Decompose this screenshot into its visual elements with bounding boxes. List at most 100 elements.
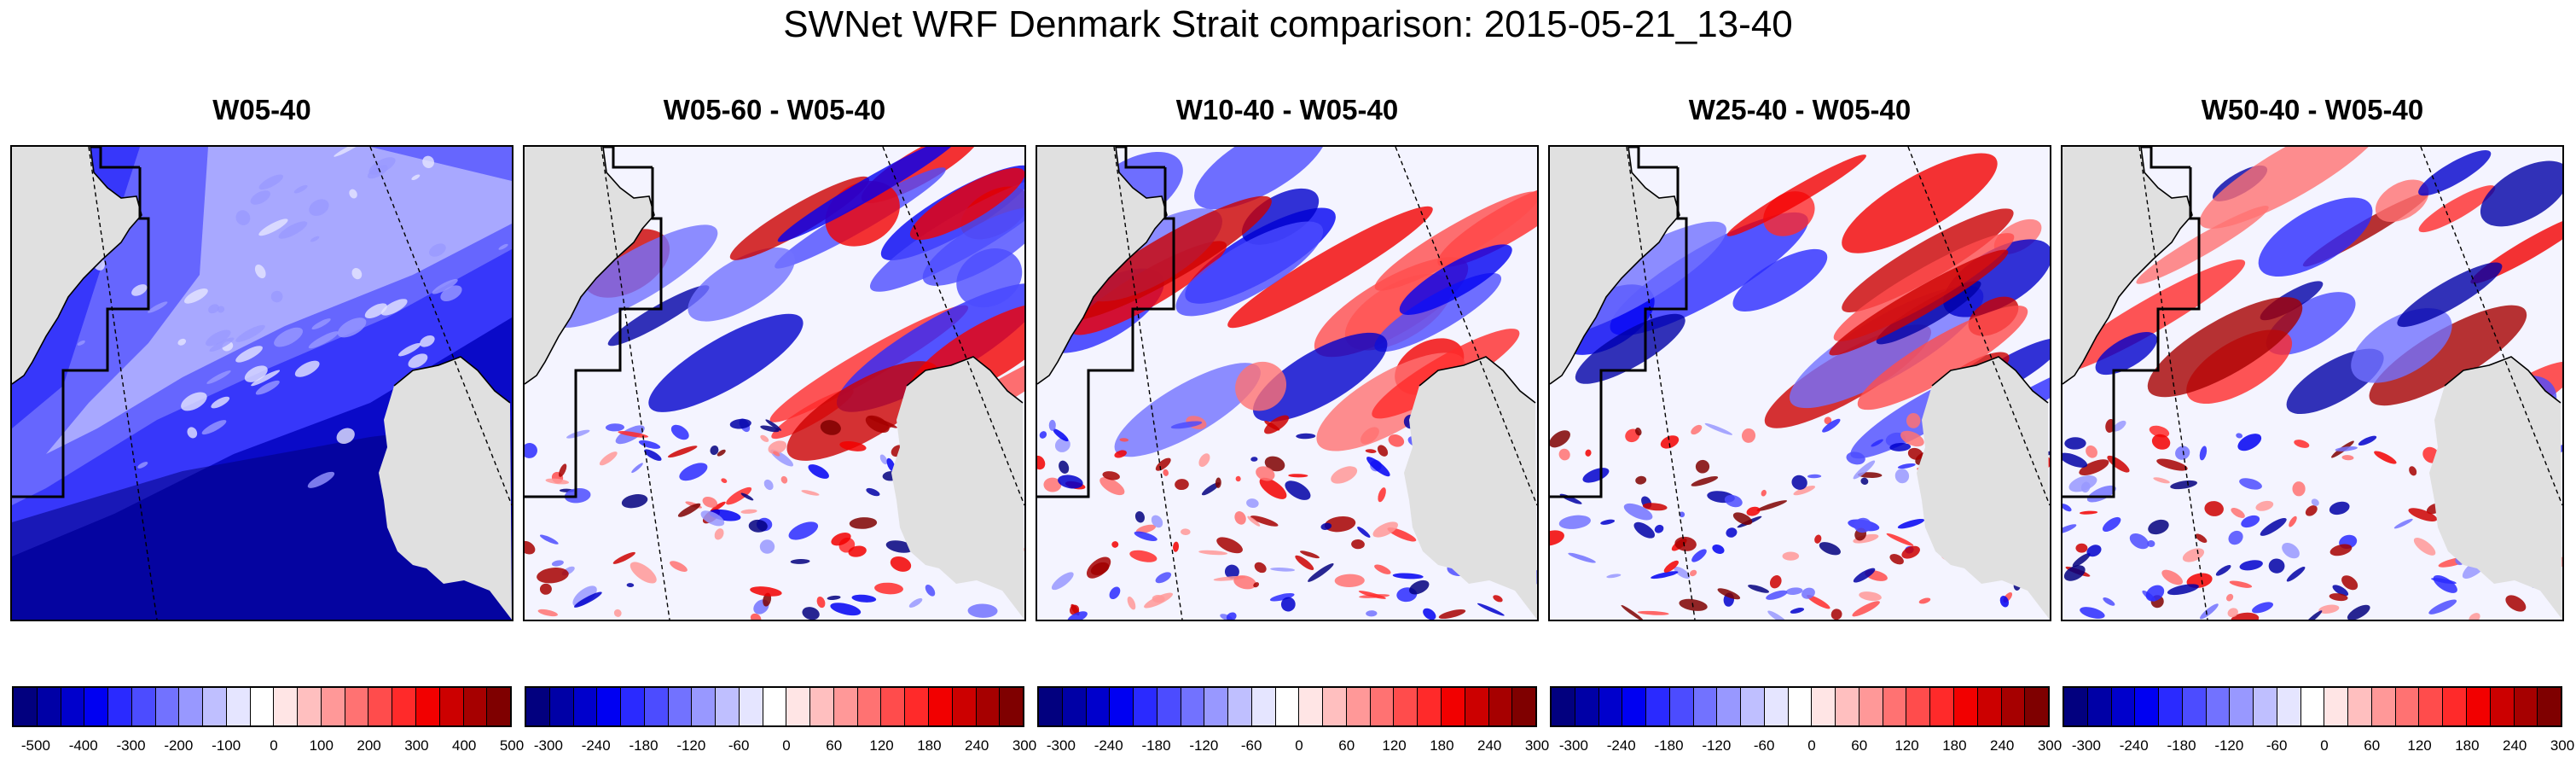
anomaly-speck: [626, 583, 635, 587]
anomaly-speck: [1387, 527, 1417, 542]
anomaly-speck: [2153, 477, 2170, 484]
anomaly-speck: [2289, 515, 2297, 527]
map-view: [2061, 145, 2564, 621]
field-speck: [206, 370, 231, 384]
colorbar-swatch: [1134, 688, 1157, 725]
anomaly-speck: [1409, 580, 1430, 595]
greenland-coastline: [1550, 147, 1680, 385]
anomaly-speck: [1392, 573, 1424, 580]
anomaly-speck: [1654, 524, 1664, 533]
anomaly-speck: [967, 603, 998, 618]
anomaly-streak: [1732, 248, 1828, 312]
colorbar-swatch: [881, 688, 906, 725]
anomaly-speck: [1144, 592, 1174, 609]
anomaly-speck: [1295, 555, 1314, 570]
colorbar-tick-label: -120: [2214, 737, 2244, 754]
colorbar-swatch: [2514, 688, 2538, 725]
anomaly-speck: [790, 558, 810, 564]
anomaly-speck: [1280, 597, 1296, 612]
anomaly-speck: [1726, 527, 1738, 538]
field-speck: [131, 284, 148, 296]
anomaly-speck: [748, 519, 768, 533]
colorbar-swatch: [2111, 688, 2136, 725]
colorbar-swatch: [1488, 688, 1513, 725]
colorbar-tick-label: -60: [1240, 737, 1262, 754]
colorbar-swatch: [2159, 688, 2183, 725]
anomaly-speck: [1285, 481, 1311, 500]
colorbar-swatch: [1977, 688, 2002, 725]
anomaly-speck: [925, 585, 936, 597]
colorbar-strip: [12, 686, 512, 727]
colorbar-swatch: [1181, 688, 1205, 725]
anomaly-speck: [1198, 453, 1210, 467]
anomaly-speck: [1860, 477, 1869, 485]
field-speck: [380, 299, 408, 316]
field-speck: [293, 184, 308, 194]
field-speck: [408, 353, 428, 369]
anomaly-streak: [1943, 239, 2050, 317]
anomaly-speck: [1151, 515, 1163, 528]
field-speck: [367, 165, 388, 179]
field-speck: [429, 243, 446, 257]
anomaly-speck: [2195, 533, 2208, 544]
anomaly-speck: [2199, 446, 2208, 461]
anomaly-speck: [2305, 505, 2318, 516]
anomaly-speck: [2268, 558, 2285, 574]
anomaly-speck: [2151, 434, 2171, 450]
anomaly-streak: [648, 313, 804, 412]
anomaly-speck: [1365, 449, 1377, 453]
anomaly-speck: [2063, 524, 2077, 534]
colorbar-swatch: [929, 688, 953, 725]
anomaly-speck: [2086, 445, 2097, 458]
colorbar-swatch: [1575, 688, 1599, 725]
anomaly-speck: [874, 582, 903, 595]
anomaly-speck: [1785, 587, 1803, 595]
anomaly-streak: [2063, 259, 2246, 375]
anomaly-speck: [1037, 455, 1046, 470]
panel-title: W25-40 - W05-40: [1688, 94, 1912, 125]
anomaly-speck: [573, 591, 602, 608]
iceland-landmass: [1917, 357, 2050, 620]
anomaly-speck: [564, 487, 591, 504]
anomaly-streak: [607, 285, 710, 347]
field-map: [12, 147, 512, 620]
colorbar-swatch: [463, 688, 488, 725]
anomaly-speck: [717, 449, 726, 457]
anomaly-speck: [618, 431, 649, 438]
field-speck: [311, 318, 331, 330]
anomaly-speck: [1377, 445, 1389, 457]
colorbar-labels: -300 -240 -180 -120 -60 0 60 120 180 240 300: [1037, 737, 1549, 763]
colorbar-swatch: [1442, 688, 1465, 725]
anomaly-streak: [2199, 147, 2386, 229]
anomaly-speck: [1691, 476, 1719, 486]
colorbar-tick-label: 180: [2455, 737, 2480, 754]
anomaly-speck: [1558, 448, 1570, 461]
colorbar-swatch: [1598, 688, 1623, 725]
field-speck: [254, 264, 266, 279]
anomaly-speck: [1134, 531, 1157, 541]
anomaly-speck: [1717, 588, 1741, 600]
anomaly-speck: [1477, 603, 1505, 616]
anomaly-speck: [1216, 537, 1243, 554]
anomaly-speck: [1550, 530, 1564, 546]
colorbar-tick-label: -300: [1046, 737, 1076, 754]
anomaly-speck: [773, 451, 780, 457]
anomaly-speck: [1366, 457, 1390, 477]
anomaly-speck: [1324, 515, 1356, 533]
anomaly-speck: [839, 441, 867, 451]
field-speck: [411, 174, 421, 181]
anomaly-speck: [2075, 543, 2088, 553]
nest-boundary: [2141, 147, 2190, 169]
anomaly-speck: [721, 478, 728, 484]
colorbar-labels: -300 -240 -180 -120 -60 0 60 120 180 240 300: [2063, 737, 2574, 763]
colorbar-swatch: [1062, 688, 1087, 725]
nest-boundary: [90, 147, 140, 169]
anomaly-speck: [1114, 450, 1127, 458]
field-speck: [258, 174, 284, 190]
anomaly-speck: [566, 429, 590, 439]
anomaly-speck: [1351, 539, 1365, 550]
colorbar-swatch: [1883, 688, 1907, 725]
anomaly-speck: [1550, 430, 1570, 448]
anomaly-streak: [1726, 154, 1866, 236]
anomaly-speck: [1663, 560, 1679, 573]
